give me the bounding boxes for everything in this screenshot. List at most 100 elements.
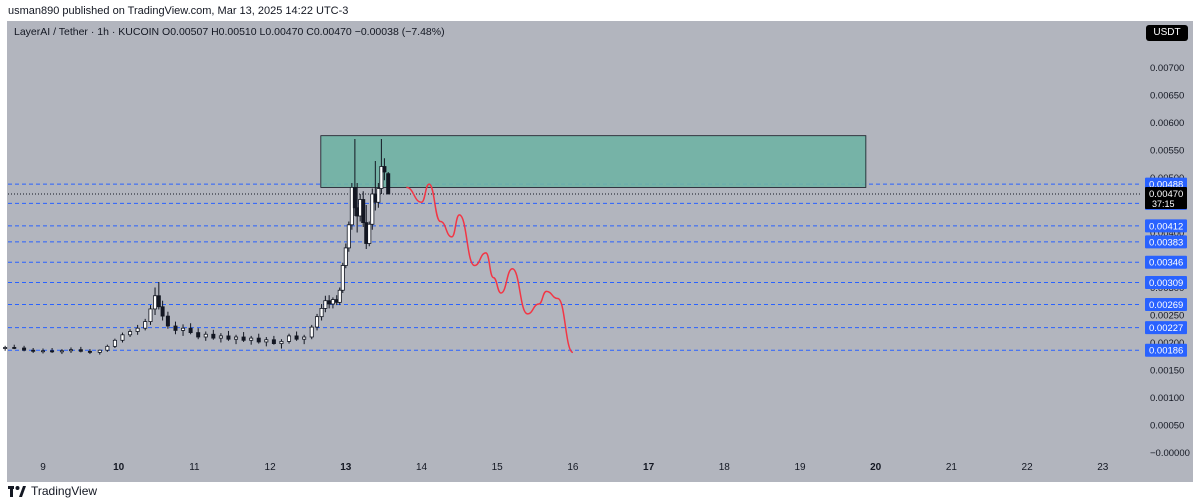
- x-tick-0: 9: [40, 462, 46, 473]
- y-tick-0: 0.00700: [1150, 63, 1184, 74]
- candle-body-25: [165, 315, 170, 327]
- candle-32: [218, 333, 223, 343]
- candle-13: [87, 349, 92, 355]
- price-axis[interactable]: 0.007000.006500.006000.005500.005000.004…: [1145, 63, 1190, 459]
- candle-body-17: [120, 334, 125, 341]
- x-tick-10: 19: [794, 462, 806, 473]
- candle-34: [234, 334, 239, 345]
- candle-body-42: [294, 335, 299, 340]
- quote-currency-badge[interactable]: USDT: [1146, 25, 1188, 41]
- projection-layer: [406, 183, 574, 354]
- candle-51: [337, 287, 342, 306]
- x-tick-3: 12: [265, 462, 277, 473]
- candle-body-34: [234, 336, 239, 340]
- candle-body-6: [22, 347, 27, 351]
- candle-41: [287, 333, 292, 344]
- x-tick-7: 16: [567, 462, 579, 473]
- candle-21: [148, 305, 153, 325]
- candle-body-11: [69, 349, 74, 352]
- candle-body-14: [97, 349, 102, 353]
- candle-62: [370, 188, 375, 230]
- candle-24: [160, 300, 165, 321]
- candle-body-26: [173, 325, 178, 331]
- tradingview-logo-icon: [8, 485, 26, 497]
- time-axis[interactable]: 9 10 11 12 13 14 15 16 17 18 19 20 21 22 23: [40, 462, 1109, 473]
- candle-body-30: [203, 333, 208, 338]
- candle-61: [367, 221, 372, 247]
- candle-52: [340, 262, 345, 293]
- candle-body-47: [323, 300, 328, 309]
- candle-body-12: [78, 349, 83, 352]
- candle-4: [3, 345, 8, 351]
- candle-27: [181, 324, 186, 336]
- candle-59: [361, 191, 366, 227]
- candle-body-36: [249, 337, 254, 341]
- candle-body-49: [330, 299, 335, 305]
- candle-body-65: [379, 166, 384, 189]
- level-label-5: 0.00309: [1149, 278, 1183, 289]
- x-tick-14: 23: [1097, 462, 1109, 473]
- candle-body-43: [302, 336, 307, 340]
- candle-26: [173, 321, 178, 335]
- candle-28: [188, 323, 193, 335]
- level-label-6: 0.00269: [1149, 300, 1183, 311]
- candle-16: [112, 338, 117, 348]
- level-label-box-7: [1145, 321, 1187, 335]
- chart-pane[interactable]: [7, 21, 1193, 482]
- candle-body-44: [309, 326, 314, 338]
- candle-64: [376, 183, 381, 208]
- horizontal-levels: [8, 183, 1142, 351]
- brand-name: TradingView: [31, 484, 98, 498]
- y-tick-2: 0.00600: [1150, 118, 1184, 129]
- candle-body-16: [112, 339, 117, 347]
- candles: [3, 139, 391, 355]
- level-label-3: 0.00383: [1149, 237, 1183, 248]
- y-tick-12: 0.00100: [1150, 393, 1184, 404]
- candle-body-52: [340, 265, 345, 291]
- candle-body-18: [128, 331, 133, 336]
- x-tick-1: 10: [113, 462, 125, 473]
- candle-46: [319, 304, 324, 321]
- candle-body-31: [211, 333, 216, 339]
- candle-49: [330, 297, 335, 309]
- ohlc-values: O0.00507 H0.00510 L0.00470 C0.00470 −0.0…: [162, 26, 445, 38]
- candle-body-19: [135, 327, 140, 332]
- candle-9: [50, 348, 55, 353]
- candle-43: [302, 334, 307, 345]
- candle-body-56: [352, 186, 357, 209]
- candle-17: [120, 332, 125, 343]
- level-label-box-8: [1145, 343, 1187, 357]
- level-label-box-3: [1145, 235, 1187, 249]
- x-tick-6: 15: [492, 462, 504, 473]
- y-tick-6: 0.00400: [1150, 228, 1184, 239]
- candle-body-29: [196, 332, 201, 338]
- level-label-box-4: [1145, 255, 1187, 269]
- level-label-8: 0.00186: [1149, 346, 1183, 357]
- candle-44: [309, 324, 314, 340]
- candle-12: [78, 346, 83, 353]
- resistance-zone[interactable]: [320, 135, 867, 188]
- candle-body-45: [315, 316, 320, 328]
- candle-body-4: [3, 347, 8, 349]
- candle-30: [203, 331, 208, 341]
- level-label-box-2: [1145, 219, 1187, 233]
- candle-31: [211, 329, 216, 340]
- candle-7: [31, 348, 36, 353]
- y-tick-14: −0.00000: [1150, 448, 1190, 459]
- last-price-box: [1145, 187, 1187, 209]
- candle-body-53: [343, 247, 348, 266]
- candle-19: [135, 324, 140, 335]
- level-label-box-6: [1145, 298, 1187, 312]
- candle-38: [264, 337, 269, 347]
- candle-body-33: [226, 335, 231, 340]
- level-label-2: 0.00412: [1149, 221, 1183, 232]
- candle-48: [327, 295, 332, 309]
- candle-body-61: [367, 223, 372, 244]
- candle-47: [323, 295, 328, 313]
- candle-body-66: [382, 166, 387, 173]
- candle-54: [346, 221, 351, 252]
- candle-body-13: [87, 350, 92, 353]
- candle-45: [315, 313, 320, 331]
